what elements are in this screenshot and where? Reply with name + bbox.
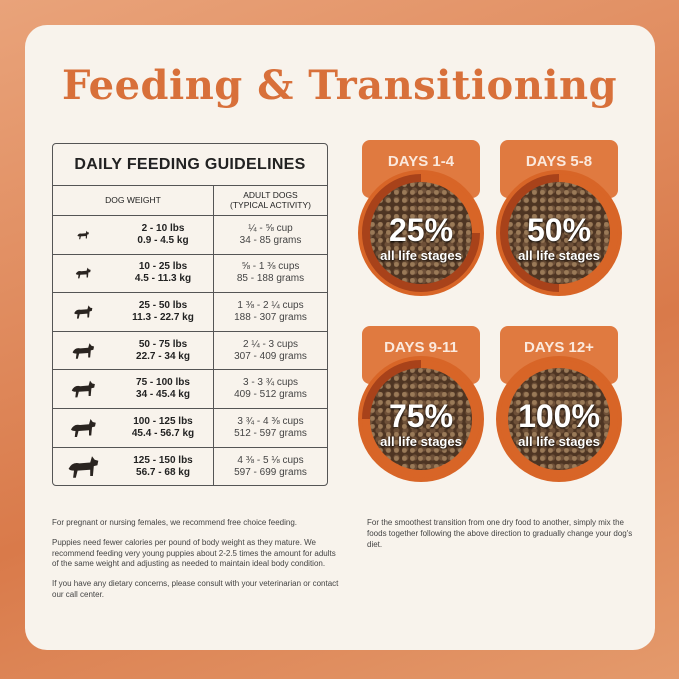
col-dog-weight: DOG WEIGHT [53, 186, 214, 215]
dog-silhouette-icon [53, 413, 113, 443]
food-bowl-icon: 50% all life stages [496, 170, 622, 296]
amount-grams: 188 - 307 grams [234, 311, 307, 323]
amount-cups: 3 - 3 ¾ cups [242, 377, 299, 389]
feeding-guidelines-table: DAILY FEEDING GUIDELINES DOG WEIGHT ADUL… [52, 143, 328, 487]
dog-silhouette-icon [53, 449, 113, 485]
weight-kg: 11.3 - 22.7 kg [132, 311, 194, 323]
stage-percent: 100% [518, 398, 600, 434]
weight-kg: 0.9 - 4.5 kg [137, 234, 189, 246]
note-nursing: For pregnant or nursing females, we reco… [52, 518, 298, 527]
kibble-image [370, 182, 472, 284]
weight-kg: 34 - 45.4 kg [136, 389, 190, 401]
transition-stage: DAYS 9-11 75% all life stages [358, 326, 484, 482]
transition-stage: DAYS 12+ 100% all life stages [496, 326, 622, 482]
dog-silhouette-icon [53, 338, 113, 364]
table-row: 100 - 125 lbs 45.4 - 56.7 kg 3 ¾ - 4 ⅜ cu… [53, 408, 327, 448]
stage-label: all life stages [380, 248, 462, 263]
weight-kg: 4.5 - 11.3 kg [134, 273, 192, 285]
amount-grams: 85 - 188 grams [236, 273, 305, 285]
weight-lbs: 10 - 25 lbs [138, 261, 188, 273]
amount-cups: 3 ¾ - 4 ⅜ cups [237, 415, 304, 427]
transition-stage: DAYS 1-4 25% all life stages [358, 140, 484, 296]
amount-grams: 307 - 409 grams [234, 350, 307, 362]
food-bowl-icon: 75% all life stages [358, 356, 484, 482]
col-adult-dogs: ADULT DOGS (TYPICAL ACTIVITY) [214, 186, 327, 215]
weight-kg: 56.7 - 68 kg [136, 466, 190, 478]
table-row: 10 - 25 lbs 4.5 - 11.3 kg ⅝ - 1 ⅜ cups 85 … [53, 254, 327, 294]
note-concerns: If you have any dietary concerns, please… [52, 579, 339, 599]
dog-silhouette-icon [53, 264, 113, 282]
kibble-image [508, 368, 610, 470]
weight-lbs: 125 - 150 lbs [133, 454, 193, 466]
weight-lbs: 75 - 100 lbs [136, 377, 190, 389]
table-row: 125 - 150 lbs 56.7 - 68 kg 4 ⅜ - 5 ⅛ cups… [53, 447, 327, 487]
table-row: 2 - 10 lbs 0.9 - 4.5 kg ¼ - ⅝ cup 34 - 85 … [53, 216, 327, 255]
stage-percent: 50% [526, 212, 592, 248]
amount-cups: 2 ¼ - 3 cups [242, 338, 299, 350]
weight-lbs: 25 - 50 lbs [138, 299, 188, 311]
table-row: 50 - 75 lbs 22.7 - 34 kg 2 ¼ - 3 cups 307 … [53, 331, 327, 371]
col-adult-dogs-label: ADULT DOGS [243, 190, 298, 201]
weight-lbs: 100 - 125 lbs [133, 415, 193, 427]
dog-silhouette-icon [53, 228, 113, 242]
table-row: 25 - 50 lbs 11.3 - 22.7 kg 1 ⅜ - 2 ¼ cups… [53, 293, 327, 332]
stage-label: all life stages [380, 434, 462, 449]
food-bowl-icon: 25% all life stages [358, 170, 484, 296]
table-row: 75 - 100 lbs 34 - 45.4 kg 3 - 3 ¾ cups 409… [53, 370, 327, 409]
stage-label: all life stages [518, 248, 600, 263]
weight-lbs: 50 - 75 lbs [138, 338, 188, 350]
amount-cups: ⅝ - 1 ⅜ cups [241, 261, 300, 273]
note-puppies: Puppies need fewer calories per pound of… [52, 537, 336, 569]
weight-kg: 45.4 - 56.7 kg [131, 427, 195, 439]
amount-cups: ¼ - ⅝ cup [248, 222, 293, 234]
table-heading: DAILY FEEDING GUIDELINES [53, 144, 327, 186]
amount-grams: 34 - 85 grams [239, 234, 302, 246]
notes-left: For pregnant or nursing females, we reco… [52, 518, 342, 610]
amount-cups: 1 ⅜ - 2 ¼ cups [237, 299, 304, 311]
dog-silhouette-icon [53, 375, 113, 403]
kibble-image [508, 182, 610, 284]
weight-kg: 22.7 - 34 kg [136, 350, 190, 362]
amount-grams: 409 - 512 grams [234, 389, 307, 401]
food-bowl-icon: 100% all life stages [496, 356, 622, 482]
note-transition: For the smoothest transition from one dr… [367, 518, 633, 549]
amount-grams: 597 - 699 grams [234, 466, 307, 478]
transition-stage: DAYS 5-8 50% all life stages [496, 140, 622, 296]
column-headers: DOG WEIGHT ADULT DOGS (TYPICAL ACTIVITY) [53, 186, 327, 216]
kibble-image [370, 368, 472, 470]
stage-percent: 25% [388, 212, 454, 248]
amount-cups: 4 ⅜ - 5 ⅛ cups [237, 454, 304, 466]
stage-percent: 75% [388, 398, 454, 434]
amount-grams: 512 - 597 grams [234, 427, 307, 439]
page-title: Feeding & Transitioning [61, 62, 618, 109]
dog-silhouette-icon [53, 301, 113, 323]
stage-label: all life stages [518, 434, 600, 449]
weight-lbs: 2 - 10 lbs [141, 222, 185, 234]
col-adult-dogs-sub: (TYPICAL ACTIVITY) [230, 199, 311, 210]
